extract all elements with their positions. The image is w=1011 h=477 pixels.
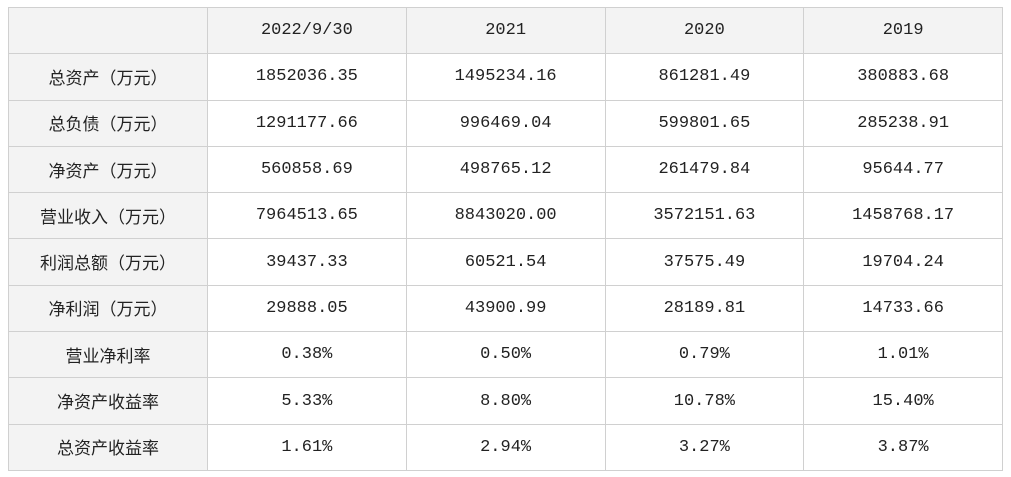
table-cell: 996469.04: [405, 99, 606, 147]
row-label: 营业净利率: [8, 331, 208, 379]
table-cell: 28189.81: [604, 284, 805, 333]
table-cell: 8.80%: [405, 377, 606, 425]
table-cell: 5.33%: [207, 377, 407, 425]
row-label: 营业收入（万元）: [8, 192, 208, 240]
table-cell: 19704.24: [803, 238, 1003, 286]
table-cell: 498765.12: [405, 145, 606, 194]
table-cell: 29888.05: [207, 284, 407, 333]
table-cell: 60521.54: [405, 238, 606, 286]
table-cell: 7964513.65: [207, 192, 407, 240]
table-row: 营业收入（万元） 7964513.65 8843020.00 3572151.63 14…: [8, 192, 1003, 240]
column-header: 2020: [604, 6, 805, 55]
table-cell: 599801.65: [604, 99, 805, 147]
row-label: 利润总额（万元）: [8, 238, 208, 286]
table-cell: 1.01%: [803, 331, 1003, 379]
table-cell: 1.61%: [207, 423, 407, 471]
table-cell: 380883.68: [803, 53, 1003, 101]
row-label: 净资产收益率: [8, 377, 208, 425]
table-cell: 95644.77: [803, 145, 1003, 194]
table-cell: 3572151.63: [604, 192, 805, 240]
table-cell: 261479.84: [604, 145, 805, 194]
table-row: 总资产收益率 1.61% 2.94% 3.27% 3.87%: [8, 423, 1003, 471]
table-body: 2022/9/30 2021 2020 2019 总资产（万元） 1852036.35 14…: [8, 6, 1003, 471]
table-cell: 1495234.16: [405, 53, 606, 101]
column-header: 2022/9/30: [207, 6, 407, 55]
table-row: 净资产（万元） 560858.69 498765.12 261479.84 95644.…: [8, 145, 1003, 194]
row-label: 净利润（万元）: [8, 284, 208, 333]
table-cell: 39437.33: [207, 238, 407, 286]
table-cell: 0.50%: [405, 331, 606, 379]
table-row: 总负债（万元） 1291177.66 996469.04 599801.65 28523…: [8, 99, 1003, 147]
table-cell: 2.94%: [405, 423, 606, 471]
table-cell: 43900.99: [405, 284, 606, 333]
table-cell: 0.38%: [207, 331, 407, 379]
column-header: 2021: [405, 6, 606, 55]
table-row: 净利润（万元） 29888.05 43900.99 28189.81 14733.66: [8, 284, 1003, 333]
header-row: 2022/9/30 2021 2020 2019: [8, 6, 1003, 55]
table-cell: 0.79%: [604, 331, 805, 379]
table-cell: 10.78%: [604, 377, 805, 425]
row-label: 总资产（万元）: [8, 53, 208, 101]
table-cell: 285238.91: [803, 99, 1003, 147]
table-cell: 1458768.17: [803, 192, 1003, 240]
table-cell: 1291177.66: [207, 99, 407, 147]
table-cell: 1852036.35: [207, 53, 407, 101]
row-label: 净资产（万元）: [8, 145, 208, 194]
table-row: 总资产（万元） 1852036.35 1495234.16 861281.49 3808…: [8, 53, 1003, 101]
table-cell: 8843020.00: [405, 192, 606, 240]
table-cell: 14733.66: [803, 284, 1003, 333]
data-table: 2022/9/30 2021 2020 2019 总资产（万元） 1852036.35 14…: [8, 6, 1003, 471]
table-row: 净资产收益率 5.33% 8.80% 10.78% 15.40%: [8, 377, 1003, 425]
corner-cell: [8, 6, 208, 55]
table-cell: 3.87%: [803, 423, 1003, 471]
table-cell: 861281.49: [604, 53, 805, 101]
table-cell: 37575.49: [604, 238, 805, 286]
row-label: 总资产收益率: [8, 423, 208, 471]
row-label: 总负债（万元）: [8, 99, 208, 147]
column-header: 2019: [803, 6, 1003, 55]
table-row: 利润总额（万元） 39437.33 60521.54 37575.49 19704.24: [8, 238, 1003, 286]
table-row: 营业净利率 0.38% 0.50% 0.79% 1.01%: [8, 331, 1003, 379]
table-cell: 15.40%: [803, 377, 1003, 425]
table-cell: 560858.69: [207, 145, 407, 194]
table-cell: 3.27%: [604, 423, 805, 471]
